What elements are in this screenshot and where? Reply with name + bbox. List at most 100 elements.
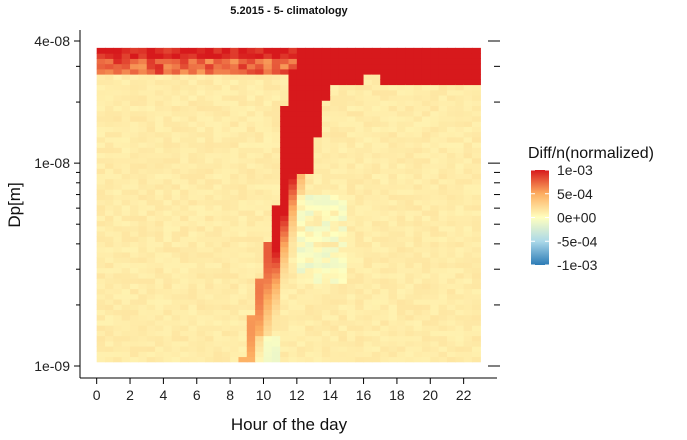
heatmap-cell: [105, 288, 114, 295]
heatmap-cell: [388, 152, 398, 159]
heatmap-cell: [230, 53, 240, 59]
heatmap-cell: [105, 178, 114, 185]
heatmap-cell: [105, 142, 114, 148]
heatmap-cell: [313, 298, 323, 305]
heatmap-cell: [130, 147, 139, 154]
heatmap-cell: [180, 162, 190, 169]
heatmap-cell: [213, 84, 223, 91]
heatmap-cell: [171, 94, 181, 101]
heatmap-cell: [255, 225, 265, 232]
heatmap-cell: [421, 325, 431, 331]
heatmap-cell: [96, 325, 106, 331]
heatmap-cell: [205, 325, 215, 331]
heatmap-cell: [280, 194, 290, 201]
heatmap-cell: [180, 152, 190, 159]
heatmap-cell: [371, 257, 381, 263]
heatmap-cell: [430, 194, 440, 201]
heatmap-cell: [463, 236, 473, 242]
heatmap-cell: [105, 105, 114, 112]
heatmap-cell: [230, 168, 240, 174]
heatmap-cell: [321, 283, 331, 290]
heatmap-cell: [471, 147, 481, 154]
heatmap-cell: [371, 178, 381, 185]
heatmap-cell: [471, 63, 481, 70]
heatmap-cell: [255, 147, 265, 154]
heatmap-cell: [305, 210, 315, 216]
heatmap-cell: [396, 288, 406, 295]
heatmap-cell: [130, 189, 139, 195]
heatmap-cell: [213, 105, 223, 112]
heatmap-cell: [246, 105, 256, 112]
heatmap-cell: [113, 162, 123, 169]
heatmap-cell: [155, 351, 164, 358]
heatmap-cell: [388, 142, 398, 148]
heatmap-cell: [138, 121, 148, 127]
heatmap-cell: [138, 142, 148, 148]
heatmap-cell: [155, 309, 164, 316]
heatmap-cell: [288, 257, 298, 263]
heatmap-cell: [138, 79, 148, 86]
heatmap-cell: [338, 84, 348, 91]
heatmap-cell: [471, 314, 481, 321]
heatmap-cell: [321, 105, 331, 112]
heatmap-cell: [96, 298, 106, 305]
heatmap-cell: [96, 225, 106, 232]
heatmap-cell: [113, 262, 123, 269]
heatmap-cell: [171, 356, 181, 363]
heatmap-cell: [338, 152, 348, 159]
heatmap-cell: [305, 304, 315, 310]
heatmap-cell: [363, 319, 373, 326]
heatmap-cell: [263, 267, 273, 274]
heatmap-cell: [346, 152, 356, 159]
heatmap-cell: [230, 194, 240, 201]
heatmap-cell: [288, 162, 298, 169]
heatmap-cell: [380, 210, 390, 216]
heatmap-cell: [388, 121, 398, 127]
heatmap-cell: [271, 220, 281, 227]
heatmap-cell: [313, 346, 323, 352]
heatmap-cell: [305, 225, 315, 232]
heatmap-cell: [263, 262, 273, 269]
heatmap-cell: [463, 330, 473, 337]
heatmap-cell: [305, 272, 315, 279]
heatmap-cell: [296, 199, 306, 206]
heatmap-cell: [296, 288, 306, 295]
heatmap-cell: [263, 246, 273, 253]
heatmap-cell: [305, 241, 315, 248]
heatmap-cell: [138, 183, 148, 190]
heatmap-cell: [321, 142, 331, 148]
heatmap-cell: [271, 142, 281, 148]
heatmap-cell: [188, 136, 198, 143]
heatmap-cell: [413, 121, 423, 127]
heatmap-cell: [163, 204, 173, 211]
heatmap-cell: [188, 288, 198, 295]
heatmap-cell: [405, 267, 415, 274]
heatmap-cell: [471, 325, 481, 331]
heatmap-cell: [371, 84, 381, 91]
heatmap-cell: [355, 319, 365, 326]
heatmap-cell: [263, 68, 273, 75]
heatmap-cell: [405, 89, 415, 96]
heatmap-cell: [405, 47, 415, 54]
heatmap-cell: [130, 84, 139, 91]
heatmap-cell: [330, 335, 340, 342]
heatmap-cell: [296, 194, 306, 201]
heatmap-cell: [255, 257, 265, 263]
heatmap-cell: [213, 251, 223, 258]
heatmap-cell: [138, 105, 148, 112]
heatmap-cell: [255, 309, 265, 316]
heatmap-cell: [255, 168, 265, 174]
heatmap-cell: [455, 178, 465, 185]
heatmap-cell: [371, 298, 381, 305]
heatmap-cell: [421, 157, 431, 164]
heatmap-cell: [305, 309, 315, 316]
heatmap-cell: [438, 74, 448, 80]
heatmap-cell: [396, 58, 406, 65]
heatmap-cell: [463, 110, 473, 117]
heatmap-cell: [113, 168, 123, 174]
heatmap-cell: [188, 225, 198, 232]
heatmap-cell: [305, 152, 315, 159]
heatmap-cell: [455, 68, 465, 75]
heatmap-cell: [405, 251, 415, 258]
heatmap-cell: [430, 178, 440, 185]
